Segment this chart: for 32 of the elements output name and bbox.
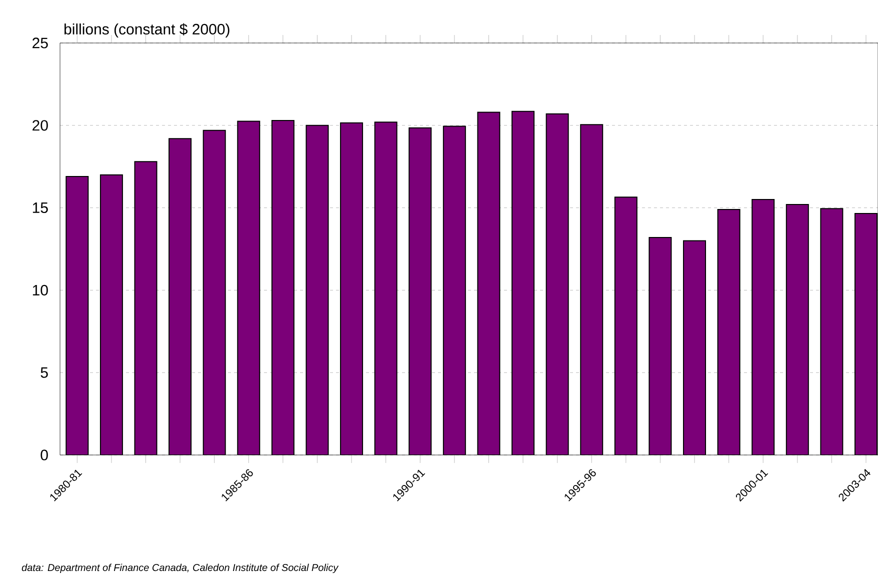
bar [66, 176, 88, 455]
bar [238, 121, 260, 455]
bar [203, 130, 226, 455]
bar [374, 122, 397, 455]
bar [306, 125, 328, 455]
y-tick-label: 10 [32, 284, 48, 296]
bar [100, 174, 122, 455]
bar [820, 208, 843, 455]
bar [684, 240, 706, 455]
bar [409, 128, 432, 455]
bar [134, 162, 157, 455]
bar [443, 126, 466, 455]
text: data: Department of Finance Canada, Caledon Institute of Social Policy [22, 564, 339, 574]
bar [546, 114, 568, 455]
y-tick-label: 25 [32, 38, 48, 48]
y-tick-label: 0 [40, 450, 48, 460]
bar [649, 237, 672, 455]
y-axis-title: billions (constant $ 2000) [64, 23, 230, 38]
y-tick-label: 15 [32, 202, 48, 214]
bar [786, 204, 808, 455]
bar [614, 197, 637, 455]
bar [169, 138, 192, 455]
bar [718, 209, 740, 455]
bar [512, 111, 534, 455]
bar [854, 213, 878, 455]
bar [478, 112, 500, 455]
bar [272, 120, 294, 455]
y-tick-label: 5 [40, 367, 48, 378]
bar [580, 124, 603, 455]
bar [340, 122, 363, 455]
y-tick-label: 20 [32, 120, 48, 131]
bar [752, 200, 774, 455]
